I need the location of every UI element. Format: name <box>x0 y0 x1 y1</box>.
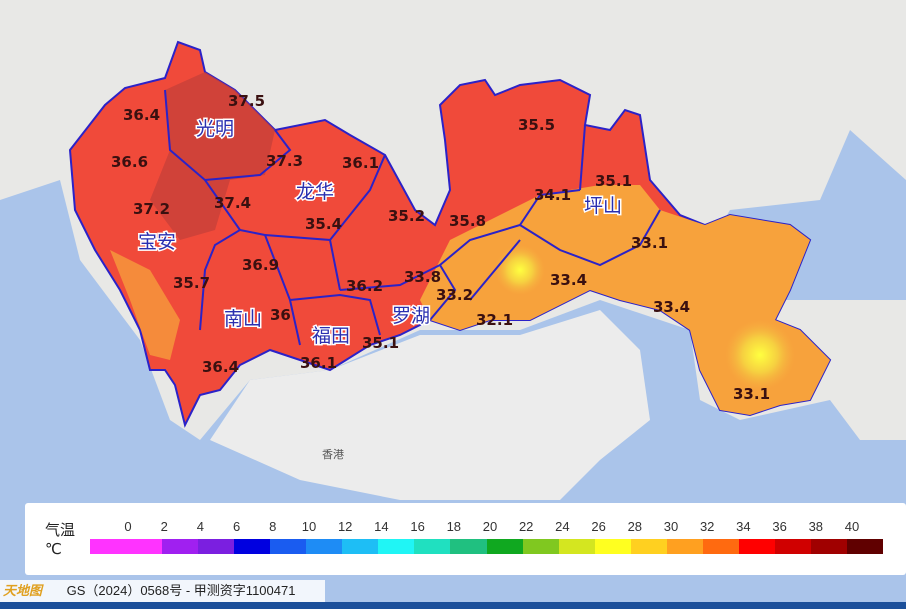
legend-tick: 6 <box>232 519 241 534</box>
map-attribution: 天地图 GS（2024）0568号 - 甲测资字1100471 <box>0 580 325 602</box>
district-luohu: 罗湖 <box>392 305 430 327</box>
guangming-hot-zone <box>150 72 275 240</box>
legend-tick: 24 <box>555 519 570 534</box>
station-value: 36.4 <box>202 358 239 376</box>
station-value: 33.8 <box>404 268 441 286</box>
legend-swatch <box>198 539 235 554</box>
legend-tick: 4 <box>196 519 205 534</box>
cool-spot <box>495 245 545 295</box>
station-value: 34.1 <box>534 186 571 204</box>
station-value: 33.1 <box>631 234 668 252</box>
cool-spot <box>725 320 795 390</box>
station-value: 36.9 <box>242 256 279 274</box>
district-nanshan: 南山 <box>224 308 262 330</box>
hong-kong-land <box>210 310 650 500</box>
legend-tick: 8 <box>269 519 277 534</box>
station-value: 32.1 <box>476 311 513 329</box>
bottom-bar <box>0 602 906 609</box>
legend-tick: 16 <box>410 519 425 534</box>
station-value: 37.2 <box>133 200 170 218</box>
attribution-text: GS（2024）0568号 - 甲测资字1100471 <box>66 583 296 598</box>
legend-swatch <box>558 539 595 554</box>
station-value: 37.5 <box>228 92 265 110</box>
place-hongkong: 香港 <box>322 448 344 461</box>
station-value: 33.1 <box>733 385 770 403</box>
legend-swatch <box>234 539 271 554</box>
station-value: 35.5 <box>518 116 555 134</box>
station-value: 36 <box>270 306 291 324</box>
station-value: 36.1 <box>300 354 337 372</box>
legend-swatch <box>774 539 811 554</box>
legend-swatch <box>270 539 307 554</box>
legend-swatch <box>162 539 199 554</box>
legend-tick: 14 <box>374 519 389 534</box>
legend-ticks: 0 2 4 6 8 10 12 14 16 18 20 22 24 26 28 30 32 34 36 38 40 <box>115 519 906 535</box>
district-futian: 福田 <box>312 325 350 347</box>
legend-tick: 34 <box>736 519 751 534</box>
station-value: 33.4 <box>653 298 690 316</box>
legend-swatch <box>522 539 559 554</box>
district-longhua: 龙华 <box>296 181 334 203</box>
legend-tick: 40 <box>844 519 860 534</box>
station-value: 35.2 <box>388 207 425 225</box>
legend-tick: 2 <box>160 519 168 534</box>
station-value: 35.1 <box>362 334 399 352</box>
legend-swatch <box>666 539 703 554</box>
legend-tick: 10 <box>301 519 317 534</box>
legend-swatch <box>630 539 667 554</box>
west-warm-strip <box>110 250 180 360</box>
legend-swatch <box>450 539 487 554</box>
legend-tick: 30 <box>663 519 679 534</box>
station-value: 36.2 <box>346 277 383 295</box>
legend-tick: 26 <box>591 519 606 534</box>
legend-tick: 0 <box>124 519 132 534</box>
legend-swatch <box>90 539 127 554</box>
station-value: 37.4 <box>214 194 251 212</box>
district-borders <box>164 89 661 346</box>
station-value: 36.1 <box>342 154 379 172</box>
tianditu-logo: 天地图 <box>3 583 43 598</box>
district-labels: 光明 龙华 宝安 南山 福田 罗湖 坪山 香港 <box>137 117 624 462</box>
legend-tick: 28 <box>627 519 643 534</box>
legend-tick: 32 <box>699 519 715 534</box>
legend-swatch <box>414 539 451 554</box>
legend-swatch <box>810 539 847 554</box>
station-value: 35.7 <box>173 274 210 292</box>
station-value: 36.6 <box>111 153 148 171</box>
station-value: 35.1 <box>595 172 632 190</box>
legend-tick: 36 <box>772 519 787 534</box>
legend-title: 气温 <box>45 522 76 539</box>
legend-tick: 38 <box>808 519 824 534</box>
legend-swatch <box>594 539 631 554</box>
legend-tick: 22 <box>518 519 534 534</box>
legend-swatch <box>126 539 163 554</box>
legend-swatch <box>378 539 415 554</box>
legend-swatch <box>486 539 523 554</box>
station-value: 35.8 <box>449 212 486 230</box>
station-value: 37.3 <box>266 152 303 170</box>
legend-tick: 12 <box>337 519 353 534</box>
legend-tick: 18 <box>446 519 462 534</box>
station-value: 33.4 <box>550 271 587 289</box>
legend-swatch <box>702 539 739 554</box>
legend-swatch <box>846 539 884 554</box>
station-values: 37.5 36.4 36.6 37.2 37.4 37.3 36.1 35.2 … <box>111 92 770 403</box>
station-value: 35.4 <box>305 215 342 233</box>
temperature-legend: 气温 ℃ 0 2 4 6 8 10 12 14 16 18 20 22 24 26 28 30 32 34 36 38… <box>25 503 906 575</box>
station-value: 33.2 <box>436 286 473 304</box>
station-value: 36.4 <box>123 106 160 124</box>
legend-tick: 20 <box>482 519 498 534</box>
legend-swatch <box>342 539 379 554</box>
legend-unit: ℃ <box>45 541 62 558</box>
legend-swatch <box>738 539 775 554</box>
district-guangming: 光明 <box>196 118 234 140</box>
district-baoan: 宝安 <box>138 231 176 253</box>
legend-color-bar <box>90 539 884 554</box>
district-pingshan: 坪山 <box>584 195 622 217</box>
legend-swatch <box>306 539 343 554</box>
